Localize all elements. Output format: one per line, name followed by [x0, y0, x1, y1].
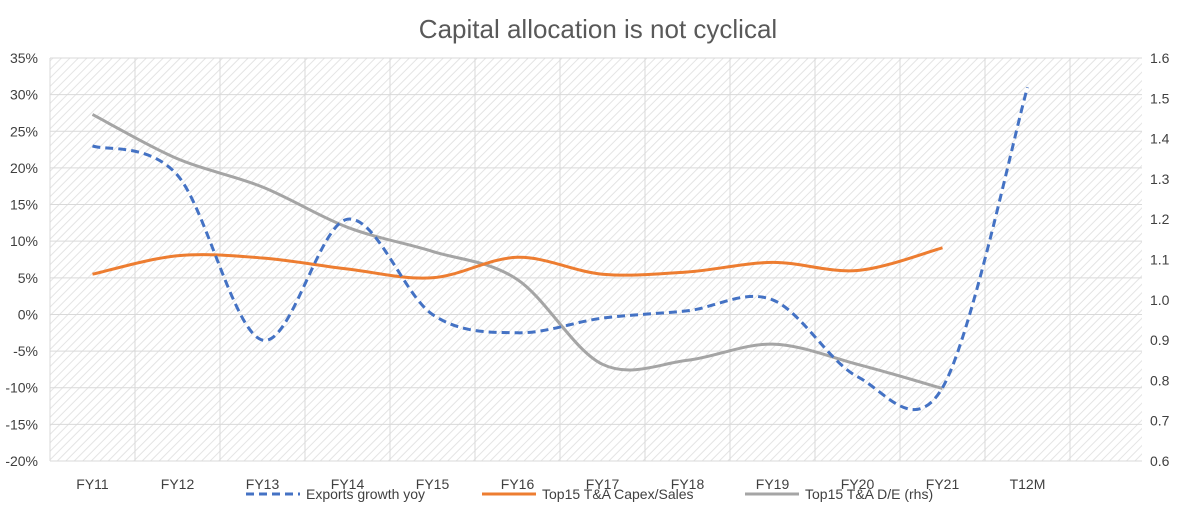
legend: Exports growth yoy Top15 T&A Capex/Sales T…: [246, 486, 933, 502]
y-axis-left: 35% 30% 25% 20% 15% 10% 5% 0% -5% -10% -15% -20%: [5, 50, 38, 469]
x-tick-label: FY20: [841, 476, 875, 492]
x-axis: FY11 FY12 FY13 FY14 FY15 FY16 FY17 FY18 FY19 FY20…: [76, 476, 1045, 492]
y-right-tick-label: 0.7: [1150, 413, 1170, 429]
x-tick-label: FY12: [161, 476, 195, 492]
y-right-tick-label: 1.0: [1150, 292, 1170, 308]
y-left-tick-label: -20%: [5, 453, 38, 469]
y-left-tick-label: -15%: [5, 416, 38, 432]
y-right-tick-label: 1.2: [1150, 211, 1170, 227]
y-right-tick-label: 0.9: [1150, 332, 1170, 348]
y-right-tick-label: 1.1: [1150, 252, 1170, 268]
x-tick-label: T12M: [1010, 476, 1046, 492]
x-tick-label: FY16: [501, 476, 535, 492]
y-left-tick-label: 20%: [10, 160, 38, 176]
x-tick-label: FY19: [756, 476, 790, 492]
legend-label: Top15 T&A D/E (rhs): [805, 486, 933, 502]
x-tick-label: FY11: [76, 476, 109, 492]
series-line-0: [92, 86, 1029, 412]
series-line-2: [91, 113, 943, 390]
y-right-tick-label: 0.8: [1150, 372, 1170, 388]
y-left-tick-label: 15%: [10, 197, 38, 213]
y-left-tick-label: 5%: [18, 270, 38, 286]
x-tick-label: FY21: [926, 476, 960, 492]
x-tick-label: FY14: [331, 476, 365, 492]
x-tick-label: FY18: [671, 476, 705, 492]
y-left-tick-label: -10%: [5, 380, 38, 396]
series-line-1: [92, 246, 943, 280]
chart-title: Capital allocation is not cyclical: [419, 14, 777, 44]
y-left-tick-label: 35%: [10, 50, 38, 66]
x-tick-label: FY15: [416, 476, 450, 492]
y-right-tick-label: 0.6: [1150, 453, 1170, 469]
y-left-tick-label: 10%: [10, 233, 38, 249]
y-left-tick-label: -5%: [13, 343, 38, 359]
y-right-tick-label: 1.5: [1150, 90, 1170, 106]
gridlines: [49, 57, 1142, 462]
x-tick-label: FY17: [586, 476, 620, 492]
y-left-tick-label: 30%: [10, 87, 38, 103]
plot-area: [50, 58, 1142, 461]
y-right-tick-label: 1.6: [1150, 50, 1170, 66]
y-left-tick-label: 0%: [18, 306, 38, 322]
legend-label: Exports growth yoy: [306, 486, 425, 502]
y-right-tick-label: 1.4: [1150, 131, 1170, 147]
legend-label: Top15 T&A Capex/Sales: [542, 486, 694, 502]
y-axis-right: 1.6 1.5 1.4 1.3 1.2 1.1 1.0 0.9 0.8 0.7 0.6: [1150, 50, 1170, 469]
series-lines: [91, 86, 1029, 412]
x-tick-label: FY13: [246, 476, 280, 492]
y-left-tick-label: 25%: [10, 123, 38, 139]
y-right-tick-label: 1.3: [1150, 171, 1170, 187]
